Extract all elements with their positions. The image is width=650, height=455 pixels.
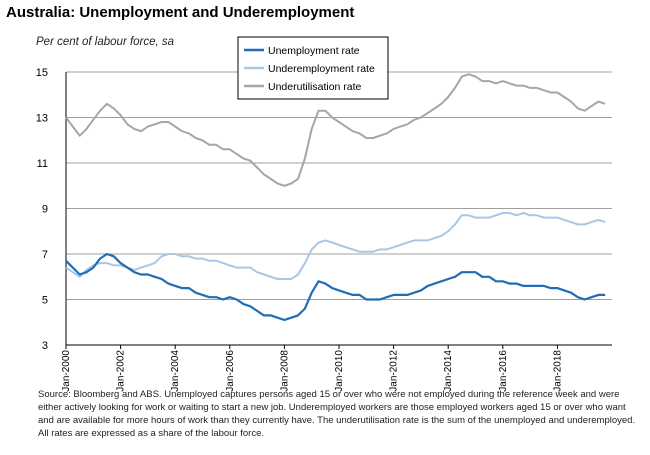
legend-label: Underemployment rate	[268, 63, 375, 75]
x-tick-label: Jan-2006	[225, 350, 236, 392]
x-tick-label: Jan-2002	[116, 350, 127, 392]
x-tick-label: Jan-2016	[498, 350, 509, 392]
chart-title: Australia: Unemployment and Underemploym…	[6, 4, 355, 21]
y-tick-label: 5	[42, 295, 48, 307]
legend-label: Underutilisation rate	[268, 81, 362, 93]
x-tick-label: Jan-2012	[389, 350, 400, 392]
x-axis-ticks: Jan-2000 Jan-2002 Jan-2004 Jan-2006 Jan-2008…	[61, 345, 563, 392]
legend-label: Unemployment rate	[268, 45, 360, 57]
legend: Unemployment rate Underemployment rate Und…	[237, 36, 389, 100]
source-note: Source: Bloomberg and ABS. Unemployed ca…	[38, 389, 636, 439]
gridlines	[65, 71, 612, 346]
series-line-underutilisation	[65, 73, 606, 187]
x-tick-label: Jan-2014	[443, 350, 454, 392]
y-tick-label: 7	[42, 249, 48, 261]
y-axis-label: Per cent of labour force, sa	[36, 36, 175, 48]
series-line-unemployment	[65, 252, 606, 322]
y-tick-label: 11	[37, 158, 48, 170]
y-tick-label: 13	[36, 113, 48, 125]
x-tick-label: Jan-2018	[552, 350, 563, 392]
y-axis-ticks: 3 5 7 9 11 13 15	[36, 67, 48, 352]
y-tick-label: 9	[42, 204, 48, 216]
y-tick-label: 3	[42, 340, 48, 352]
x-tick-label: Jan-2008	[279, 350, 290, 392]
y-tick-label: 15	[36, 67, 48, 79]
x-tick-label: Jan-2010	[334, 350, 345, 392]
series-line-underemployment	[65, 212, 606, 280]
x-tick-label: Jan-2004	[170, 350, 181, 392]
x-tick-label: Jan-2000	[61, 350, 72, 392]
series-lines	[65, 73, 606, 322]
